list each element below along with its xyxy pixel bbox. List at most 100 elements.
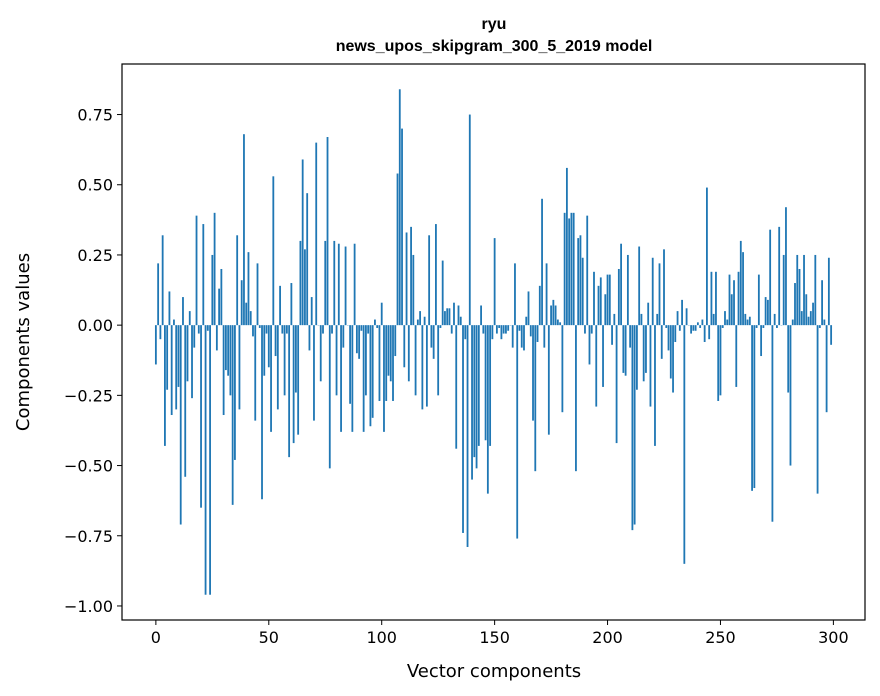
- x-axis: 0 50 100 150 200 250 300: [151, 620, 849, 647]
- y-tick-label: −0.50: [64, 457, 113, 476]
- x-tick-label: 50: [259, 628, 279, 647]
- bar: [656, 313, 659, 326]
- bar: [798, 268, 801, 326]
- bar: [475, 325, 478, 469]
- bar: [299, 240, 302, 326]
- bar: [306, 193, 309, 326]
- bar: [764, 297, 767, 326]
- bar: [274, 325, 277, 357]
- bar: [776, 325, 778, 328]
- bar: [827, 257, 830, 326]
- bar: [543, 325, 546, 348]
- bar: [789, 325, 792, 466]
- bar: [197, 325, 200, 334]
- bar: [572, 212, 575, 326]
- bar: [514, 263, 516, 326]
- bar: [726, 319, 729, 326]
- bar: [161, 235, 164, 326]
- bar: [676, 311, 679, 326]
- bar: [238, 325, 241, 410]
- bar: [674, 325, 677, 342]
- bar: [748, 316, 751, 326]
- bar: [200, 325, 202, 508]
- bar: [258, 325, 261, 328]
- bar: [473, 325, 476, 458]
- bar: [669, 325, 672, 379]
- y-tick-label: 0.75: [77, 106, 113, 125]
- bar: [617, 268, 620, 326]
- bar: [243, 134, 245, 326]
- bar: [304, 249, 306, 326]
- bar: [471, 325, 473, 480]
- bar: [649, 325, 652, 407]
- bar: [791, 319, 794, 326]
- bar: [457, 305, 460, 326]
- bar: [423, 316, 426, 326]
- bar: [518, 325, 521, 331]
- bars-group: [154, 89, 833, 595]
- bar: [552, 299, 555, 326]
- bar: [505, 325, 507, 334]
- bar: [541, 198, 543, 326]
- bar: [755, 325, 758, 328]
- y-tick-label: 0.25: [77, 246, 113, 265]
- bar: [737, 271, 740, 326]
- bar: [561, 325, 564, 413]
- bar: [247, 252, 250, 326]
- bar: [493, 238, 496, 326]
- bar: [665, 325, 668, 328]
- bar: [624, 325, 627, 376]
- bar: [708, 325, 711, 340]
- bar: [685, 308, 688, 326]
- bar: [721, 325, 724, 328]
- bar: [430, 325, 433, 348]
- bar: [681, 299, 683, 326]
- bar: [335, 325, 338, 396]
- bar: [195, 215, 198, 326]
- bar: [308, 325, 311, 351]
- bar: [498, 325, 501, 328]
- bar: [620, 243, 622, 326]
- bar: [462, 325, 464, 533]
- y-tick-label: 0.50: [77, 176, 113, 195]
- bar: [401, 128, 403, 326]
- bar: [285, 325, 288, 334]
- bar: [660, 325, 663, 359]
- bar: [326, 137, 329, 326]
- bar: [177, 325, 180, 387]
- bar: [613, 313, 616, 326]
- bar: [604, 294, 607, 326]
- bar: [261, 325, 263, 500]
- bar: [516, 325, 519, 539]
- bar: [570, 212, 573, 326]
- bar: [563, 212, 566, 326]
- bar: [351, 325, 354, 432]
- bar: [525, 316, 528, 326]
- bar: [715, 271, 717, 326]
- bar: [762, 325, 765, 328]
- bar: [240, 280, 243, 326]
- bar: [283, 325, 286, 396]
- bar: [301, 159, 304, 326]
- x-tick-label: 0: [151, 628, 161, 647]
- bar: [220, 268, 223, 326]
- bar: [622, 325, 625, 373]
- bar: [586, 215, 589, 326]
- bar: [446, 308, 449, 326]
- bar: [606, 274, 609, 326]
- bar: [633, 325, 636, 525]
- bar: [766, 299, 769, 326]
- bar: [753, 325, 756, 489]
- bar: [206, 325, 209, 331]
- bar: [568, 218, 571, 326]
- bar: [597, 285, 600, 326]
- bar: [349, 325, 351, 404]
- bar: [654, 325, 656, 446]
- bar: [410, 226, 412, 326]
- bar: [696, 322, 699, 326]
- bar: [218, 288, 221, 326]
- bar: [507, 325, 510, 331]
- bar: [550, 305, 552, 326]
- bar: [315, 142, 318, 326]
- bar: [168, 291, 171, 326]
